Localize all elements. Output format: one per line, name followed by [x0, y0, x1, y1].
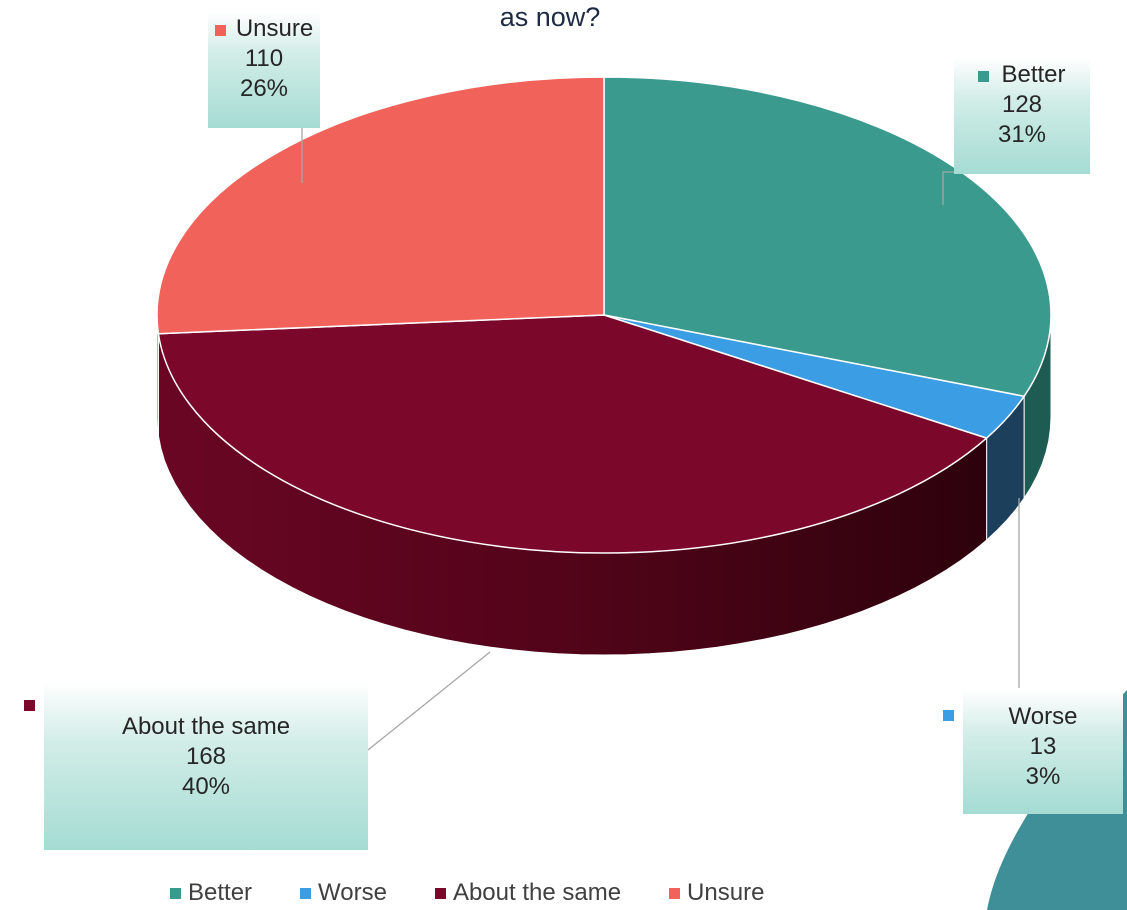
- legend-swatch-about-the-same: [434, 887, 446, 899]
- legend-label-better: Better: [188, 879, 253, 906]
- legend-swatch-better: [170, 887, 181, 899]
- better-percent: 31%: [997, 121, 1047, 148]
- callout-better: Better 128 31%: [954, 58, 1090, 174]
- legend-swatch-worse: [300, 887, 312, 899]
- pie-top-slices: [156, 76, 1052, 554]
- legend-item-unsure: Unsure: [669, 879, 764, 907]
- better-label: Better: [1001, 61, 1066, 88]
- pie-side-walls: [156, 314, 1052, 656]
- worse-swatch: [943, 710, 954, 721]
- legend-item-better: Better: [170, 879, 252, 907]
- pie-slice-unsure: [156, 76, 605, 335]
- about-value: 168: [185, 743, 227, 770]
- better-swatch: [978, 71, 990, 82]
- unsure-swatch: [214, 25, 226, 36]
- legend-label-about-the-same: About the same: [452, 879, 622, 906]
- legend-item-about-the-same: About the same: [434, 879, 622, 907]
- about-swatch: [24, 700, 35, 711]
- pie-slice-about-the-same: [157, 314, 989, 554]
- pie-slice-better: [603, 76, 1052, 398]
- worse-label: Worse: [1008, 703, 1078, 730]
- callout-unsure: Unsure 110 26%: [208, 12, 320, 128]
- callout-worse: Worse 13 3%: [943, 690, 1123, 814]
- legend-label-worse: Worse: [318, 879, 387, 906]
- worse-percent: 3%: [1025, 763, 1061, 790]
- leader-line-better: [942, 171, 954, 205]
- about-percent: 40%: [181, 773, 231, 800]
- legend-swatch-unsure: [669, 887, 681, 899]
- unsure-value: 110: [244, 45, 284, 72]
- better-value: 128: [1001, 91, 1043, 118]
- chart-title-fragment: as now?: [499, 2, 601, 32]
- leader-lines: [301, 126, 1020, 751]
- worse-value: 13: [1029, 733, 1057, 760]
- unsure-label: Unsure: [235, 15, 314, 42]
- chart-legend: Better Worse About the same Unsure: [170, 877, 1010, 909]
- callout-about-the-same: About the same 168 40%: [24, 682, 368, 850]
- legend-label-unsure: Unsure: [687, 879, 765, 906]
- about-label: About the same: [121, 713, 291, 740]
- leader-line-about-the-same: [367, 651, 491, 751]
- legend-item-worse: Worse: [300, 879, 387, 907]
- unsure-percent: 26%: [239, 75, 289, 102]
